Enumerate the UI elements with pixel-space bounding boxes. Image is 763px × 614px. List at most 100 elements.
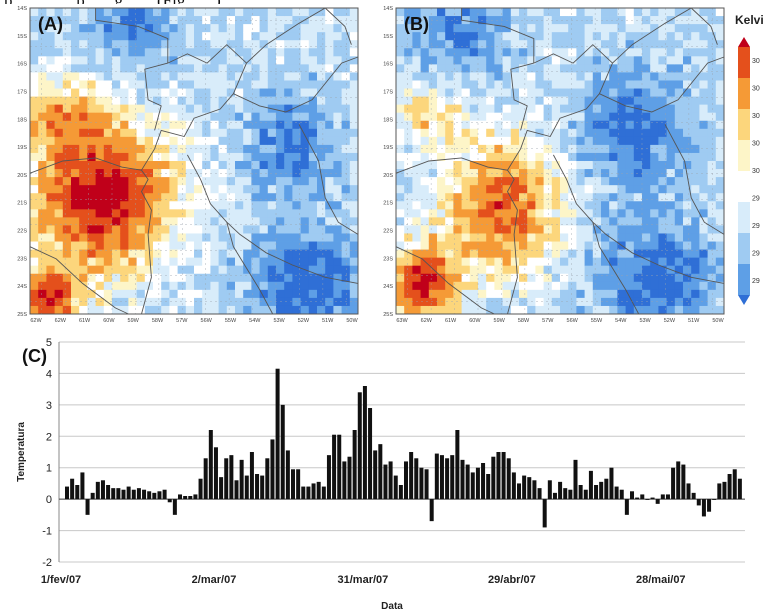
- y-tick-label: -1: [42, 526, 52, 538]
- bar: [496, 452, 501, 500]
- bar: [707, 499, 712, 512]
- bar: [558, 481, 563, 500]
- bar: [588, 470, 593, 500]
- bar: [213, 447, 218, 500]
- bar: [95, 481, 100, 500]
- colorbar-segment: [738, 140, 750, 172]
- bar: [136, 488, 141, 500]
- bar: [90, 492, 95, 500]
- bar: [291, 469, 296, 500]
- bar: [270, 439, 275, 500]
- lat-tick-label: 19S: [383, 145, 393, 151]
- bar: [234, 480, 239, 500]
- bar: [239, 459, 244, 500]
- lat-tick-label: 22S: [17, 229, 27, 235]
- lon-tick-label: 61W: [445, 318, 457, 324]
- bar: [568, 489, 573, 500]
- bar: [224, 458, 229, 500]
- colorbar-tick-label: 30: [752, 85, 760, 92]
- lon-tick-label: 50W: [712, 318, 724, 324]
- lon-tick-label: 52W: [298, 318, 310, 324]
- map-frame: [29, 7, 359, 315]
- y-axis-title: Temperatura: [16, 422, 27, 482]
- kelvin-colorbar: Kelvin 30 30 30 30 30 29 29 29 29: [735, 15, 763, 305]
- bar: [506, 458, 511, 500]
- bar: [131, 489, 136, 500]
- lon-tick-label: 54W: [615, 318, 627, 324]
- y-tick-label: 0: [46, 494, 52, 506]
- bar: [80, 472, 85, 500]
- y-tick-label: 2: [46, 431, 52, 443]
- bar: [439, 455, 444, 500]
- state-borders: [395, 7, 725, 315]
- bar: [419, 467, 424, 500]
- bar: [655, 499, 660, 504]
- bar: [537, 488, 542, 500]
- bar: [696, 499, 701, 506]
- bar: [686, 483, 691, 500]
- bar: [445, 458, 450, 500]
- bar: [321, 486, 326, 500]
- lat-tick-label: 25S: [383, 312, 393, 318]
- colorbar-tick-label: 30: [752, 168, 760, 175]
- bar: [106, 485, 111, 500]
- bar: [475, 467, 480, 500]
- bar: [116, 488, 121, 500]
- lat-tick-label: 24S: [17, 284, 27, 290]
- lon-tick-label: 62W: [421, 318, 433, 324]
- lon-tick-label: 56W: [567, 318, 579, 324]
- lat-tick-label: 23S: [383, 256, 393, 262]
- lat-tick-label: 18S: [17, 117, 27, 123]
- lat-tick-label: 20S: [383, 173, 393, 179]
- bar: [326, 455, 331, 500]
- bar: [404, 461, 409, 500]
- temperature-bar-chart: 5 4 3 2 1 0 -1 -2 1/fev/07 2/mar/07 31/mar/07 29/ab…: [16, 337, 745, 612]
- lon-tick-label: 50W: [346, 318, 358, 324]
- bar: [285, 450, 290, 500]
- lat-tick-label: 15S: [383, 34, 393, 40]
- lon-tick-label: 58W: [518, 318, 530, 324]
- bar: [732, 469, 737, 500]
- colorbar-segment: [738, 171, 750, 203]
- bar: [398, 485, 403, 500]
- bar: [332, 434, 337, 500]
- bar: [162, 489, 167, 500]
- bar: [737, 478, 742, 500]
- map-b-label: (B): [404, 14, 429, 34]
- bar: [460, 459, 465, 500]
- bar: [249, 452, 254, 500]
- bar: [676, 461, 681, 500]
- bar: [296, 469, 301, 500]
- bar: [491, 456, 496, 500]
- bar: [486, 474, 491, 500]
- x-tick-label: 29/abr/07: [488, 574, 536, 586]
- bar: [85, 499, 90, 515]
- lat-tick-label: 24S: [383, 284, 393, 290]
- bar: [142, 489, 147, 500]
- lat-tick-label: 16S: [17, 62, 27, 68]
- bar: [450, 455, 455, 500]
- bar: [624, 499, 629, 515]
- lat-tick-label: 25S: [17, 312, 27, 318]
- lon-tick-label: 59W: [128, 318, 140, 324]
- lon-tick-label: 55W: [591, 318, 603, 324]
- bar: [635, 497, 640, 500]
- lat-tick-label: 17S: [17, 90, 27, 96]
- bar: [337, 434, 342, 500]
- lon-tick-label: 55W: [225, 318, 237, 324]
- bar: [409, 452, 414, 500]
- bar: [157, 491, 162, 500]
- bar: [594, 485, 599, 500]
- bar: [147, 491, 152, 500]
- bar: [100, 480, 105, 500]
- bar: [244, 475, 249, 500]
- bar: [717, 483, 722, 500]
- bar: [645, 499, 650, 500]
- map-frame: [395, 7, 725, 315]
- bar: [229, 455, 234, 500]
- bar: [373, 450, 378, 500]
- colorbar-tick-label: 29: [752, 251, 760, 258]
- colorbar-unit-label: Kelvin: [735, 15, 763, 27]
- x-tick-label: 1/fev/07: [41, 574, 81, 586]
